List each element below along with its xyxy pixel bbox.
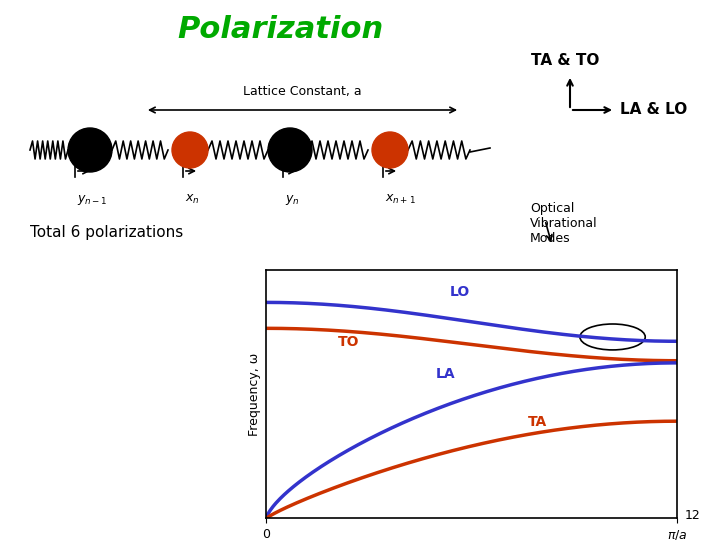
Text: TA & TO: TA & TO xyxy=(531,53,599,68)
Circle shape xyxy=(268,128,312,172)
Text: LA: LA xyxy=(436,367,456,381)
Text: Optical
Vibrational
Modes: Optical Vibrational Modes xyxy=(530,202,598,245)
Y-axis label: Frequency, ω: Frequency, ω xyxy=(248,353,261,436)
Text: LO: LO xyxy=(449,285,469,299)
Text: LA & LO: LA & LO xyxy=(620,103,688,118)
Text: TA: TA xyxy=(528,415,547,429)
Text: Polarization: Polarization xyxy=(177,16,383,44)
Text: Lattice Constant, a: Lattice Constant, a xyxy=(243,85,362,98)
Text: $x_{n+1}$: $x_{n+1}$ xyxy=(385,193,415,206)
Text: $y_n$: $y_n$ xyxy=(285,193,300,207)
Circle shape xyxy=(68,128,112,172)
Text: Total 6 polarizations: Total 6 polarizations xyxy=(30,225,184,240)
Circle shape xyxy=(372,132,408,168)
Circle shape xyxy=(172,132,208,168)
Text: 12: 12 xyxy=(684,509,700,522)
Text: $y_{n-1}$: $y_{n-1}$ xyxy=(77,193,108,207)
Text: TO: TO xyxy=(338,335,360,349)
Text: $x_n$: $x_n$ xyxy=(185,193,199,206)
